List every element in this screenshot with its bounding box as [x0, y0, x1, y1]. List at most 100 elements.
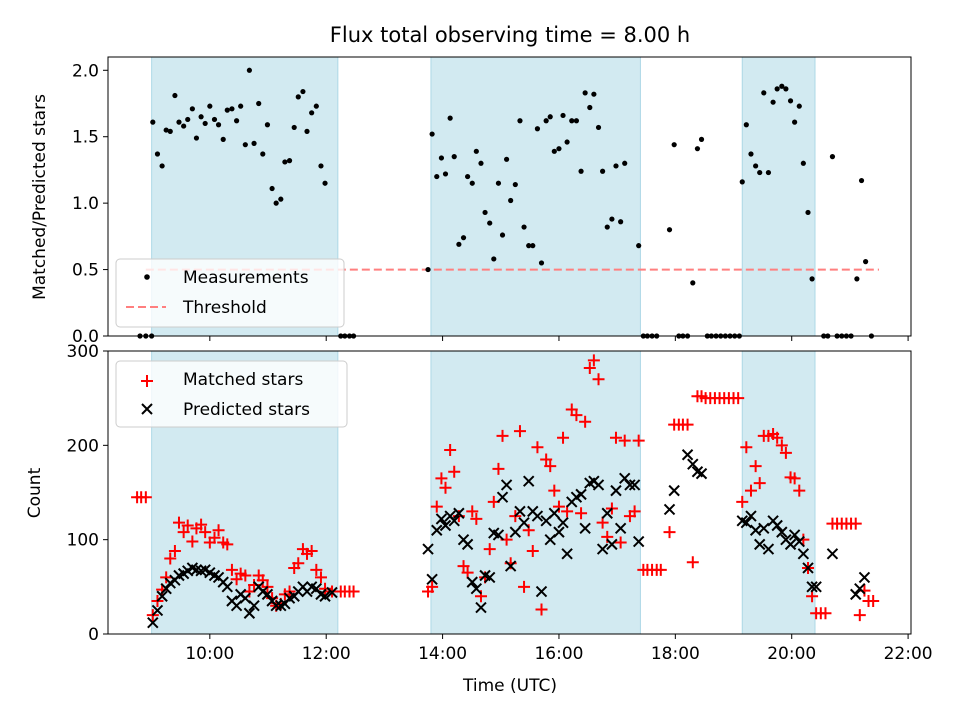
predicted-star-point	[850, 588, 862, 601]
measurement-point	[456, 241, 462, 247]
predicted-star-point	[426, 573, 438, 585]
measurement-point	[473, 148, 479, 154]
measurement-point	[787, 98, 794, 104]
measurement-point	[512, 181, 518, 188]
matched-star-point	[347, 585, 360, 598]
predicted-star-point	[575, 488, 587, 501]
measurement-point	[238, 103, 244, 109]
measurement-point	[694, 146, 701, 152]
predicted-star-point	[793, 535, 805, 548]
measurement-point	[220, 136, 226, 142]
matched-star-point	[570, 409, 583, 422]
measurement-point	[434, 173, 440, 180]
matched-star-point	[430, 500, 443, 513]
measurement-point	[779, 83, 785, 89]
predicted-star-point	[681, 449, 694, 461]
measurement-point	[465, 173, 471, 180]
matched-star-point	[466, 505, 479, 518]
matched-star-point	[732, 392, 745, 405]
measurement-point	[829, 154, 836, 160]
matched-star-point	[544, 460, 557, 473]
matched-star-point	[186, 535, 199, 548]
bottom-axes-frame	[107, 350, 912, 635]
measurement-point	[273, 200, 279, 206]
predicted-star-point	[500, 479, 513, 491]
predicted-star-point	[270, 599, 282, 612]
measurement-point	[582, 90, 588, 96]
measurement-point	[176, 119, 182, 125]
predicted-star-point	[514, 505, 526, 518]
matched-star-point	[225, 563, 238, 576]
top-axis-ticks: 0.0 0.5 1.0 1.5 2.0	[72, 61, 909, 347]
predicted-star-point	[749, 524, 762, 536]
measurement-point	[543, 118, 549, 124]
measurement-point	[753, 163, 759, 169]
matched-star-point	[744, 484, 757, 497]
measurement-point	[748, 151, 754, 157]
predicted-star-point	[663, 503, 676, 516]
matched-star-point	[496, 429, 509, 442]
predicted-star-point	[788, 529, 801, 541]
measurement-point	[246, 67, 252, 73]
x-tick-label: 18:00	[651, 644, 700, 664]
observing-window-band	[741, 56, 816, 337]
measurement-point	[154, 151, 161, 157]
measurement-point	[260, 151, 266, 157]
measurement-point	[573, 118, 580, 124]
matched-star-point	[439, 481, 452, 494]
measurement-point	[560, 112, 566, 119]
x-tick-label: 20:00	[767, 644, 816, 664]
matched-star-point	[256, 574, 269, 587]
matched-star-point	[788, 472, 801, 485]
measurement-point	[150, 119, 156, 125]
measurement-point	[538, 260, 545, 266]
measurement-point	[800, 160, 806, 166]
measurement-point	[666, 227, 673, 233]
predicted-star-point	[156, 590, 168, 602]
measurement-point	[564, 139, 570, 145]
measurement-point	[770, 99, 776, 105]
measurement-point	[487, 220, 493, 226]
matched-star-point	[492, 462, 505, 475]
matched-star-point	[292, 557, 305, 570]
observing-window-band	[430, 350, 641, 635]
measurement-point	[215, 122, 222, 128]
legend-measurements-label: Measurements	[183, 268, 309, 288]
x-tick-label: 10:00	[185, 644, 234, 664]
measurement-point	[198, 114, 204, 120]
matched-star-point	[775, 439, 788, 452]
measurement-point	[551, 148, 557, 154]
matched-star-point	[548, 484, 561, 497]
measurement-point	[211, 116, 218, 123]
matched-star-point	[609, 431, 622, 444]
matched-star-point	[779, 446, 792, 459]
predicted-star-point	[243, 607, 256, 619]
matched-star-point	[628, 505, 641, 518]
measurement-point	[578, 168, 584, 174]
matched-star-point	[686, 556, 699, 569]
predicted-star-point	[195, 565, 207, 577]
matched-star-point	[314, 571, 327, 584]
matched-star-point	[195, 518, 208, 531]
predicted-star-point	[248, 599, 260, 612]
measurement-point	[286, 158, 293, 164]
matched-star-point	[139, 491, 152, 504]
measurement-point	[189, 106, 195, 112]
predicted-star-point	[431, 524, 443, 536]
measurement-point	[595, 124, 602, 131]
predicted-star-point	[422, 543, 434, 555]
matched-star-point	[540, 453, 553, 466]
measurement-point	[521, 224, 527, 230]
legend-threshold-label: Threshold	[182, 298, 267, 318]
matched-star-point	[663, 526, 676, 539]
predicted-star-point	[319, 590, 331, 602]
measurement-point	[460, 235, 467, 241]
measurement-point	[478, 160, 484, 166]
measurement-point	[757, 169, 763, 176]
measurement-point	[609, 216, 615, 222]
predicted-star-point	[771, 519, 783, 532]
predicted-star-point	[561, 548, 573, 560]
predicted-star-point	[606, 538, 618, 551]
measurement-point	[792, 119, 798, 125]
